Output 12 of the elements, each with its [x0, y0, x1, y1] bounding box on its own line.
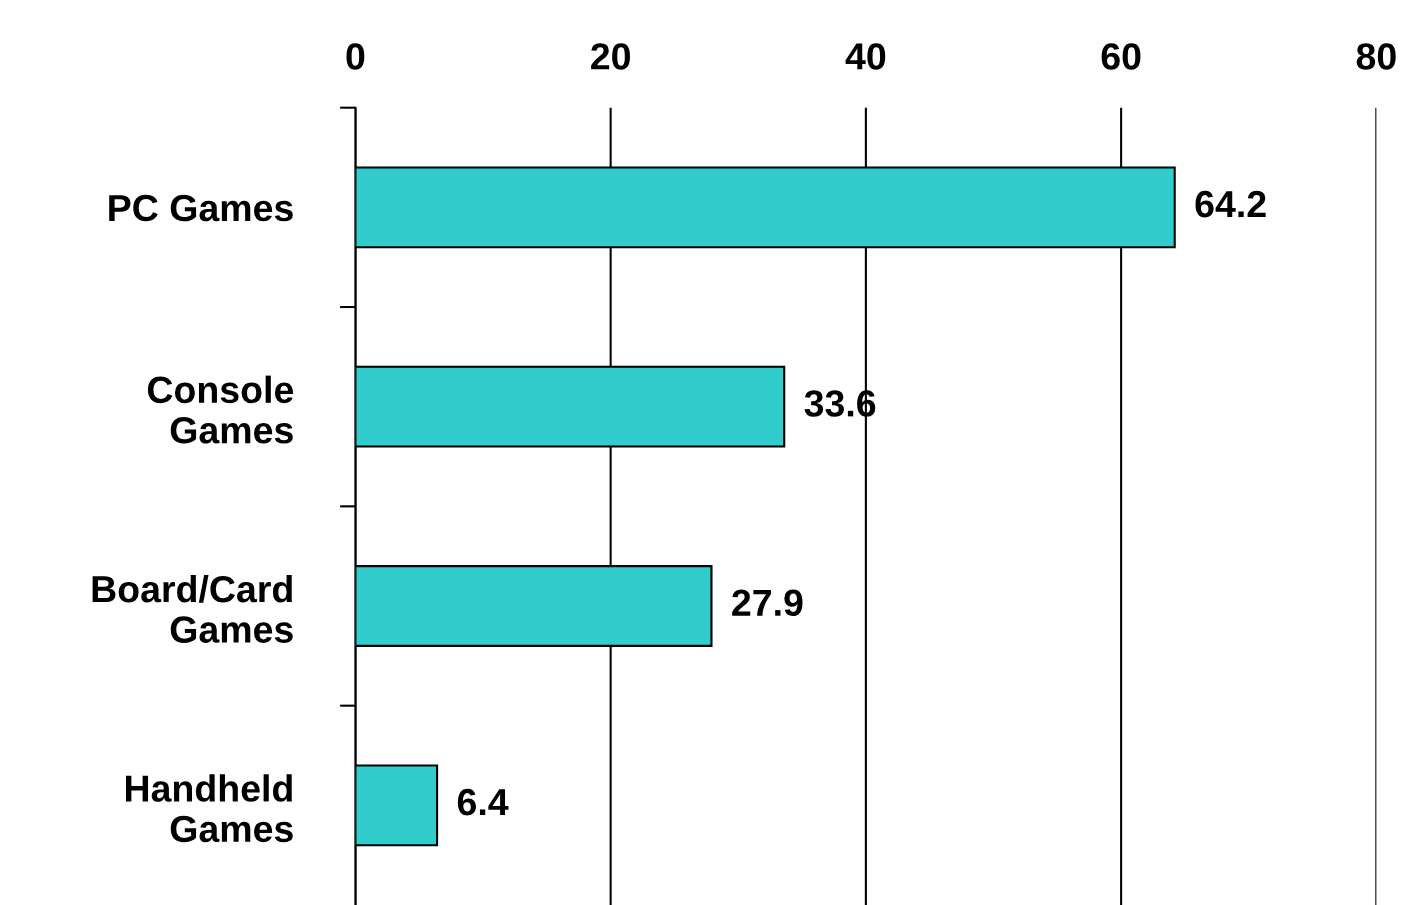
y-tick-label: Board/Card Games	[92, 574, 293, 643]
data-label: 6.4	[457, 788, 509, 816]
y-tick-label: Console Games	[147, 375, 294, 444]
y-tick-label: PC Games	[109, 194, 293, 222]
data-label: 64.2	[1195, 190, 1266, 218]
y-tick-label: Handheld Games	[125, 774, 293, 843]
x-tick-label: 40	[845, 43, 886, 70]
x-tick-label: 0	[346, 43, 365, 70]
x-tick-label: 20	[591, 43, 630, 70]
x-tick-label: 80	[1356, 43, 1396, 70]
x-tick-label: 60	[1101, 43, 1141, 70]
data-label: 27.9	[732, 589, 803, 617]
